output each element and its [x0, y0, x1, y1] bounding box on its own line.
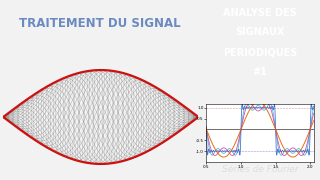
- Text: Séries de Fourier: Séries de Fourier: [222, 165, 298, 174]
- Text: PERIODIQUES: PERIODIQUES: [223, 47, 297, 57]
- Text: ANALYSE DES: ANALYSE DES: [223, 8, 297, 18]
- Text: SIGNAUX: SIGNAUX: [235, 27, 285, 37]
- Text: #1: #1: [252, 67, 268, 77]
- Text: TRAITEMENT DU SIGNAL: TRAITEMENT DU SIGNAL: [19, 17, 181, 30]
